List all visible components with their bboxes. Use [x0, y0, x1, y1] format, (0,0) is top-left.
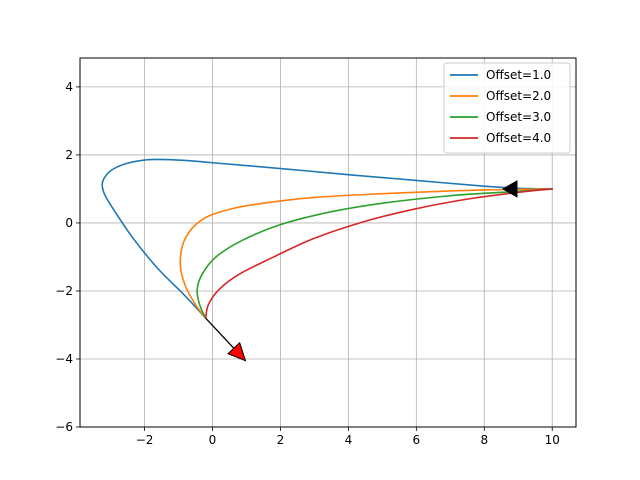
series-line-3: [196, 188, 554, 319]
series-lines: [101, 158, 554, 319]
y-axis-ticks: −6 −4 −2 0 2 4: [55, 80, 80, 434]
x-tick-label: −2: [136, 433, 154, 447]
y-tick-label: 2: [65, 148, 73, 162]
legend-label: Offset=1.0: [486, 68, 551, 82]
legend-label: Offset=2.0: [486, 89, 551, 103]
x-tick-label: 2: [277, 433, 285, 447]
arrow-shaft: [205, 317, 235, 349]
x-tick-label: 4: [345, 433, 353, 447]
legend-label: Offset=4.0: [486, 131, 551, 145]
x-axis-ticks: −2 0 2 4 6 8 10: [136, 427, 560, 447]
x-tick-label: 10: [545, 433, 560, 447]
axes-frame: [79, 57, 577, 428]
series-line-2: [179, 188, 554, 319]
series-line-1: [101, 158, 554, 319]
series-line-4: [204, 188, 554, 319]
y-tick-label: 0: [65, 216, 73, 230]
y-tick-label: 4: [65, 80, 73, 94]
x-tick-label: 8: [480, 433, 488, 447]
arrow-head-left: [501, 180, 518, 198]
legend-label: Offset=3.0: [486, 110, 551, 124]
x-tick-label: 6: [413, 433, 421, 447]
x-tick-label: 0: [209, 433, 217, 447]
y-tick-label: −6: [55, 420, 73, 434]
arrow-head: [227, 341, 247, 362]
annotations: [205, 180, 518, 362]
legend-box: [443, 62, 571, 154]
y-tick-label: −4: [55, 352, 73, 366]
y-tick-label: −2: [55, 284, 73, 298]
legend: Offset=1.0 Offset=2.0 Offset=3.0 Offset=4.0: [443, 62, 571, 154]
